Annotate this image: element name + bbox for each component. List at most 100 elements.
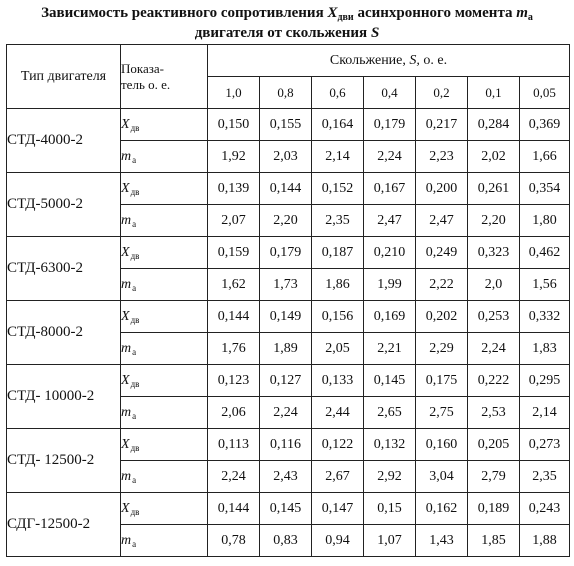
indicator-subscript: дв	[130, 506, 140, 517]
value-cell: 0,189	[467, 492, 520, 525]
data-table: Тип двигателя Показа- тель о. е. Скольже…	[6, 44, 570, 557]
value-cell: 0,113	[207, 428, 260, 461]
table-row: СТД-8000-2 Xдв 0,144 0,149 0,156 0,169 0,202 0,…	[6, 300, 570, 365]
value-cell: 0,122	[311, 428, 364, 461]
value-cell: 0,149	[259, 300, 312, 333]
value-cell: 2,24	[207, 460, 260, 493]
value-cell: 0,369	[519, 108, 570, 141]
value-cell: 0,332	[519, 300, 570, 333]
value-cell: 0,127	[259, 364, 312, 397]
table-row: СТД- 10000-2 Xдв 0,123 0,127 0,133 0,145 0,175…	[6, 364, 570, 429]
slip-value-header: 0,2	[415, 76, 468, 109]
table-title: Зависимость реактивного сопротивления Xд…	[0, 0, 574, 41]
title-x-subscript: дви	[337, 12, 354, 23]
value-cell: 0,323	[467, 236, 520, 269]
value-cell: 2,05	[311, 332, 364, 365]
value-cell: 1,83	[519, 332, 570, 365]
table-row: СТД-6300-2 Xдв 0,159 0,179 0,187 0,210 0,249 0,…	[6, 236, 570, 301]
title-m-subscript: a	[527, 12, 533, 23]
value-cell: 2,24	[467, 332, 520, 365]
indicator-symbol: m	[121, 148, 132, 164]
value-cell: 2,65	[363, 396, 416, 429]
value-cell: 2,23	[415, 140, 468, 173]
value-cell: 0,83	[259, 524, 312, 557]
value-cell: 1,07	[363, 524, 416, 557]
motor-type-cell: СТД-4000-2	[6, 108, 121, 173]
indicator-symbol: X	[121, 372, 130, 388]
value-cell: 2,67	[311, 460, 364, 493]
value-cell: 2,02	[467, 140, 520, 173]
value-cell: 0,145	[363, 364, 416, 397]
value-cell: 0,144	[207, 300, 260, 333]
indicator-subscript: дв	[130, 378, 140, 389]
slip-value-header: 1,0	[207, 76, 260, 109]
value-cell: 2,20	[467, 204, 520, 237]
value-cell: 0,261	[467, 172, 520, 205]
value-cell: 2,24	[363, 140, 416, 173]
value-cell: 1,43	[415, 524, 468, 557]
indicator-x-cell: Xдв	[120, 108, 208, 141]
value-cell: 0,179	[259, 236, 312, 269]
value-cell: 2,0	[467, 268, 520, 301]
value-cell: 0,155	[259, 108, 312, 141]
value-cell: 0,249	[415, 236, 468, 269]
value-cell: 1,85	[467, 524, 520, 557]
value-cell: 0,273	[519, 428, 570, 461]
indicator-symbol: m	[121, 340, 132, 356]
value-cell: 0,145	[259, 492, 312, 525]
indicator-symbol: X	[121, 436, 130, 452]
motor-type-cell: СДГ-12500-2	[6, 492, 121, 557]
indicator-m-cell: ma	[120, 460, 208, 493]
indicator-m-cell: ma	[120, 332, 208, 365]
table-row: СДГ-12500-2 Xдв 0,144 0,145 0,147 0,15 0,162 0,…	[6, 492, 570, 557]
value-cell: 0,462	[519, 236, 570, 269]
value-cell: 0,150	[207, 108, 260, 141]
value-cell: 0,167	[363, 172, 416, 205]
value-cell: 1,66	[519, 140, 570, 173]
value-cell: 0,295	[519, 364, 570, 397]
slip-value-header: 0,8	[259, 76, 312, 109]
value-cell: 2,75	[415, 396, 468, 429]
value-cell: 0,116	[259, 428, 312, 461]
indicator-x-cell: Xдв	[120, 492, 208, 525]
value-cell: 2,24	[259, 396, 312, 429]
slip-values-row: 1,0 0,8 0,6 0,4 0,2 0,1 0,05	[7, 76, 570, 109]
indicator-x-cell: Xдв	[120, 172, 208, 205]
value-cell: 0,159	[207, 236, 260, 269]
indicator-m-cell: ma	[120, 140, 208, 173]
value-cell: 1,80	[519, 204, 570, 237]
indicator-subscript: дв	[130, 186, 140, 197]
table-row: ma 1,76 1,89 2,05 2,21 2,29 2,24 1,83	[7, 332, 570, 365]
value-cell: 2,06	[207, 396, 260, 429]
table-row: СТД-4000-2 Xдв 0,150 0,155 0,164 0,179 0,217 0,…	[6, 108, 570, 173]
motor-type-cell: СТД-8000-2	[6, 300, 121, 365]
value-cell: 2,29	[415, 332, 468, 365]
value-cell: 0,217	[415, 108, 468, 141]
value-cell: 2,35	[519, 460, 570, 493]
table-row: ma 0,78 0,83 0,94 1,07 1,43 1,85 1,88	[7, 524, 570, 557]
value-cell: 0,147	[311, 492, 364, 525]
value-cell: 0,78	[207, 524, 260, 557]
value-cell: 0,243	[519, 492, 570, 525]
indicator-subscript: a	[132, 282, 137, 293]
slip-value-header: 0,1	[467, 76, 520, 109]
indicator-symbol: m	[121, 276, 132, 292]
value-cell: 0,187	[311, 236, 364, 269]
value-cell: 0,179	[363, 108, 416, 141]
value-cell: 1,86	[311, 268, 364, 301]
header-slip: Скольжение, S, о. е.	[207, 44, 570, 77]
title-s-symbol: S	[370, 25, 380, 41]
value-cell: 0,15	[363, 492, 416, 525]
value-cell: 0,156	[311, 300, 364, 333]
value-cell: 1,73	[259, 268, 312, 301]
value-cell: 2,14	[519, 396, 570, 429]
value-cell: 1,89	[259, 332, 312, 365]
indicator-m-cell: ma	[120, 268, 208, 301]
value-cell: 2,21	[363, 332, 416, 365]
indicator-symbol: m	[121, 532, 132, 548]
slip-value-header: 0,4	[363, 76, 416, 109]
indicator-x-cell: Xдв	[120, 300, 208, 333]
indicator-symbol: X	[121, 116, 130, 132]
title-text-3: двигателя от скольжения	[194, 25, 368, 41]
value-cell: 0,152	[311, 172, 364, 205]
